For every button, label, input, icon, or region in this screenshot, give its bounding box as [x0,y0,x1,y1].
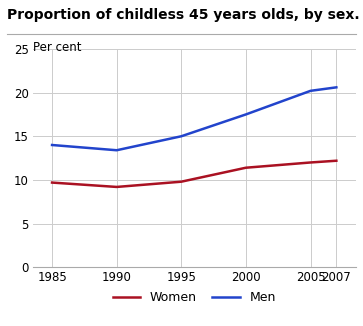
Text: Per cent: Per cent [33,41,81,54]
Legend: Women, Men: Women, Men [107,286,281,309]
Text: Proportion of childless 45 years olds, by sex. Per cent: Proportion of childless 45 years olds, b… [7,8,363,22]
